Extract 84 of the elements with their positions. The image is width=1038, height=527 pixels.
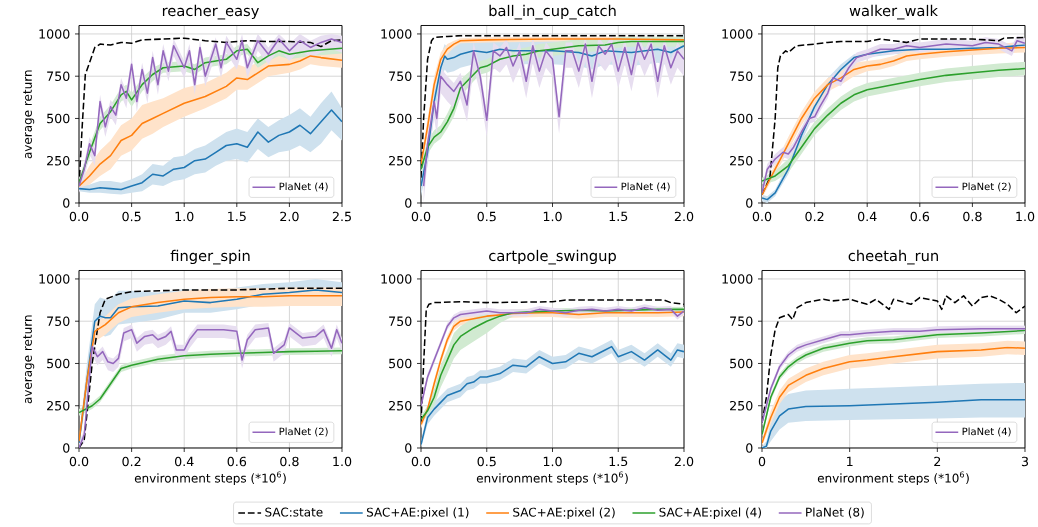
y-tick-label: 0 (746, 198, 753, 208)
y-tick-label: 500 (730, 358, 753, 369)
y-tick-label: 250 (730, 155, 753, 166)
legend-label: PlaNet (4) (962, 427, 1011, 437)
x-tick-label: 0.2 (805, 211, 824, 222)
x-tick-label: 1.5 (609, 456, 628, 467)
x-tick-label: 0.4 (857, 211, 877, 222)
y-axis-title: average return (23, 315, 35, 404)
x-tick-label: 0.5 (477, 211, 496, 222)
y-tick-label: 500 (47, 358, 70, 369)
y-tick-label: 750 (389, 71, 412, 82)
x-tick-label: 2.5 (332, 211, 351, 222)
chart-title: cheetah_run (848, 249, 938, 265)
x-tick-label: 2.0 (674, 456, 694, 467)
legend-label: PlaNet (2) (962, 182, 1011, 192)
x-axis-title: environment steps (*10$^{6}$) (817, 471, 969, 485)
y-tick-label: 750 (47, 71, 70, 82)
y-tick-label: 0 (405, 443, 412, 453)
x-tick-label: 2 (934, 456, 941, 467)
chart-title: finger_spin (170, 249, 250, 265)
y-tick-label: 750 (730, 316, 753, 327)
legend-label: PlaNet (4) (621, 182, 670, 192)
x-tick-label: 0.8 (963, 211, 982, 222)
y-tick-label: 0 (63, 443, 70, 453)
chart-title: walker_walk (849, 4, 938, 20)
x-axis-title: environment steps (*10$^{6}$) (476, 471, 628, 485)
y-tick-label: 0 (405, 198, 412, 208)
y-tick-label: 0 (63, 198, 70, 208)
y-tick-label: 250 (730, 400, 753, 411)
x-axis-title: environment steps (*10$^{6}$) (134, 471, 286, 485)
y-tick-label: 500 (730, 113, 753, 124)
x-tick-label: 1 (847, 456, 853, 466)
x-tick-label: 0.0 (69, 211, 89, 222)
y-tick-label: 250 (389, 155, 412, 166)
chart-title: ball_in_cup_catch (489, 4, 616, 20)
legend-label: PlaNet (2) (279, 427, 328, 437)
x-tick-label: 2.0 (674, 211, 694, 222)
x-tick-label: 0.5 (122, 211, 141, 222)
x-tick-label: 0.0 (69, 456, 89, 467)
chart-title: cartpole_swingup (489, 249, 616, 265)
x-tick-label: 0.6 (910, 211, 930, 222)
x-tick-label: 0.0 (411, 456, 431, 467)
x-tick-label: 0.5 (477, 456, 496, 467)
x-tick-label: 1.0 (175, 211, 194, 222)
x-tick-label: 0.0 (411, 211, 431, 222)
x-tick-label: 1.0 (543, 211, 562, 222)
chart-title: reacher_easy (162, 4, 259, 20)
x-tick-label: 1.5 (228, 211, 246, 222)
x-tick-label: 0.8 (280, 456, 299, 467)
x-tick-label: 0.0 (752, 211, 772, 222)
legend-label: PlaNet (8) (806, 507, 864, 519)
x-tick-label: 0.6 (227, 456, 247, 467)
legend-label: SAC+AE:pixel (4) (659, 507, 761, 520)
x-tick-label: 1.0 (543, 456, 562, 467)
y-tick-label: 0 (746, 443, 753, 453)
y-tick-label: 750 (47, 316, 70, 327)
y-tick-label: 1000 (722, 274, 753, 284)
y-axis-title: average return (23, 70, 35, 159)
y-tick-label: 500 (389, 113, 412, 124)
y-tick-label: 1000 (381, 29, 412, 39)
x-tick-label: 0 (758, 456, 766, 467)
y-tick-label: 1000 (381, 274, 412, 284)
x-tick-label: 3 (1021, 456, 1029, 467)
x-tick-label: 0.4 (174, 456, 194, 467)
legend-label: SAC+AE:pixel (2) (513, 507, 615, 520)
x-tick-label: 0.2 (122, 456, 141, 467)
y-tick-label: 1000 (722, 29, 753, 39)
y-tick-label: 750 (730, 71, 753, 82)
y-tick-label: 1000 (39, 29, 70, 39)
x-tick-label: 1.0 (1016, 211, 1035, 222)
legend-label: SAC:state (265, 507, 323, 517)
line-series (762, 399, 1025, 448)
y-tick-label: 1000 (39, 274, 70, 284)
y-tick-label: 250 (47, 155, 70, 166)
y-tick-label: 500 (389, 358, 412, 369)
y-tick-label: 500 (47, 113, 70, 124)
y-tick-label: 250 (47, 400, 70, 411)
legend-label: PlaNet (4) (279, 182, 328, 192)
x-tick-label: 2.0 (280, 211, 299, 222)
x-tick-label: 1.5 (609, 211, 628, 222)
x-tick-label: 1.0 (333, 456, 352, 467)
y-tick-label: 250 (389, 400, 412, 411)
y-tick-label: 750 (389, 316, 412, 327)
legend-label: SAC+AE:pixel (1) (366, 507, 469, 520)
